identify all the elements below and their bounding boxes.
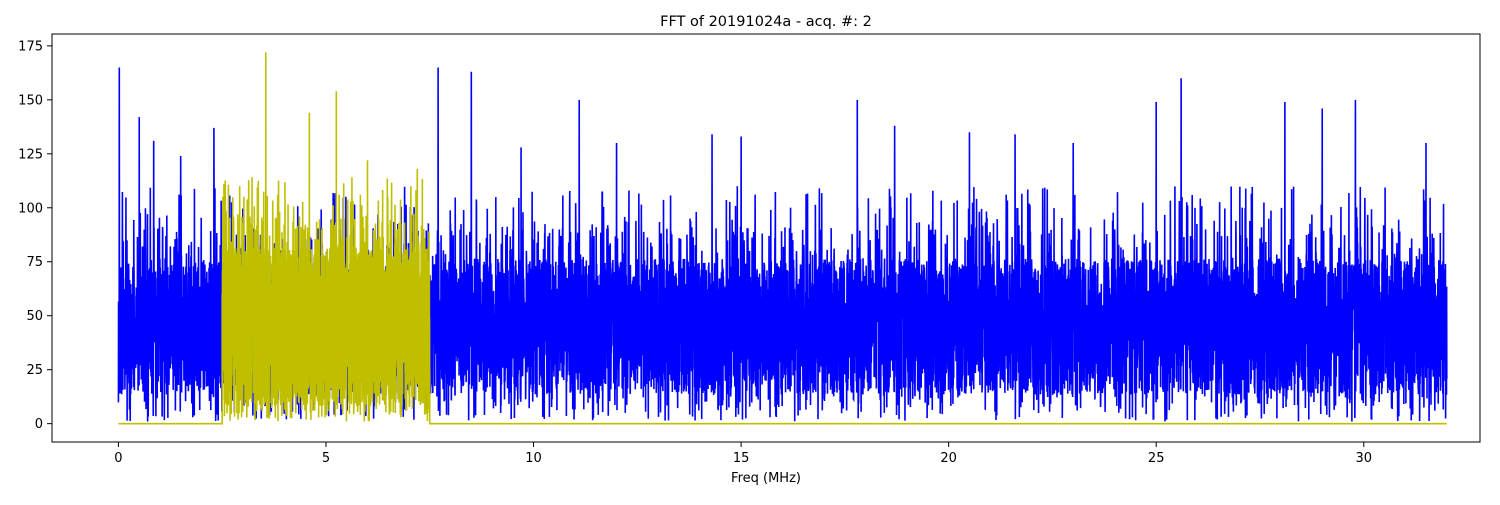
x-tick-label: 30 bbox=[1355, 451, 1372, 466]
x-tick-label: 15 bbox=[733, 451, 750, 466]
series-line-2 bbox=[118, 52, 1447, 425]
chart-title: FFT of 20191024a - acq. #: 2 bbox=[660, 14, 872, 30]
y-tick-label: 75 bbox=[26, 255, 43, 270]
x-tick-label: 10 bbox=[525, 451, 542, 466]
y-tick-label: 150 bbox=[18, 93, 43, 108]
y-tick-label: 0 bbox=[35, 417, 43, 432]
x-tick-label: 5 bbox=[322, 451, 330, 466]
y-tick-label: 175 bbox=[18, 39, 43, 54]
plot-area bbox=[117, 52, 1448, 425]
y-tick-label: 125 bbox=[18, 147, 43, 162]
x-tick-label: 0 bbox=[114, 451, 122, 466]
y-tick-label: 25 bbox=[26, 363, 43, 378]
x-tick-label: 25 bbox=[1148, 451, 1165, 466]
x-tick-label: 20 bbox=[940, 451, 957, 466]
y-tick-label: 50 bbox=[26, 309, 43, 324]
axes: 0 5 10 15 20 25 30 0 25 50 75 100 125 150 175 bbox=[18, 33, 1481, 466]
y-tick-label: 100 bbox=[18, 201, 43, 216]
plot-frame bbox=[51, 33, 1481, 443]
x-axis-label: Freq (MHz) bbox=[731, 471, 801, 486]
